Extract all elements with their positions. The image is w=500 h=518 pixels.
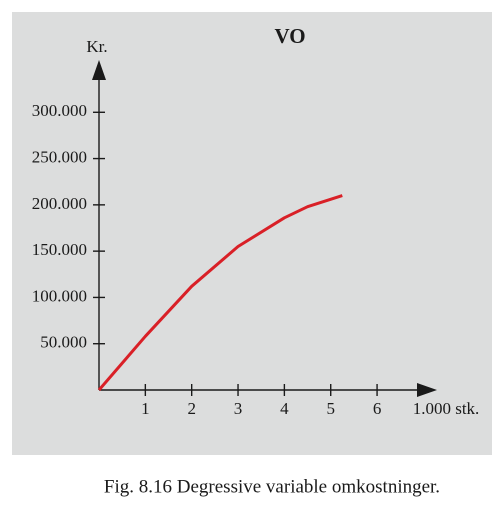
caption: Fig. 8.16 Degressive variable omkostning… [104, 476, 440, 497]
panel [12, 12, 492, 455]
x-tick-label: 2 [187, 399, 196, 418]
y-axis-label: Kr. [86, 37, 107, 56]
x-axis-arrow [417, 383, 437, 397]
x-tick-label: 3 [234, 399, 243, 418]
y-tick-label: 200.000 [32, 194, 87, 213]
chart-title: VO [274, 24, 305, 48]
x-tick-label: 4 [280, 399, 289, 418]
x-axis-label: 1.000 stk. [413, 399, 480, 418]
x-tick-label: 6 [373, 399, 382, 418]
x-tick-label: 5 [326, 399, 335, 418]
x-tick-label: 1 [141, 399, 150, 418]
y-tick-label: 100.000 [32, 286, 87, 305]
y-axis-arrow [92, 60, 106, 80]
y-tick-label: 250.000 [32, 147, 87, 166]
data-line [97, 194, 343, 391]
y-tick-label: 50.000 [40, 333, 87, 352]
y-tick-label: 300.000 [32, 101, 87, 120]
y-tick-label: 150.000 [32, 240, 87, 259]
